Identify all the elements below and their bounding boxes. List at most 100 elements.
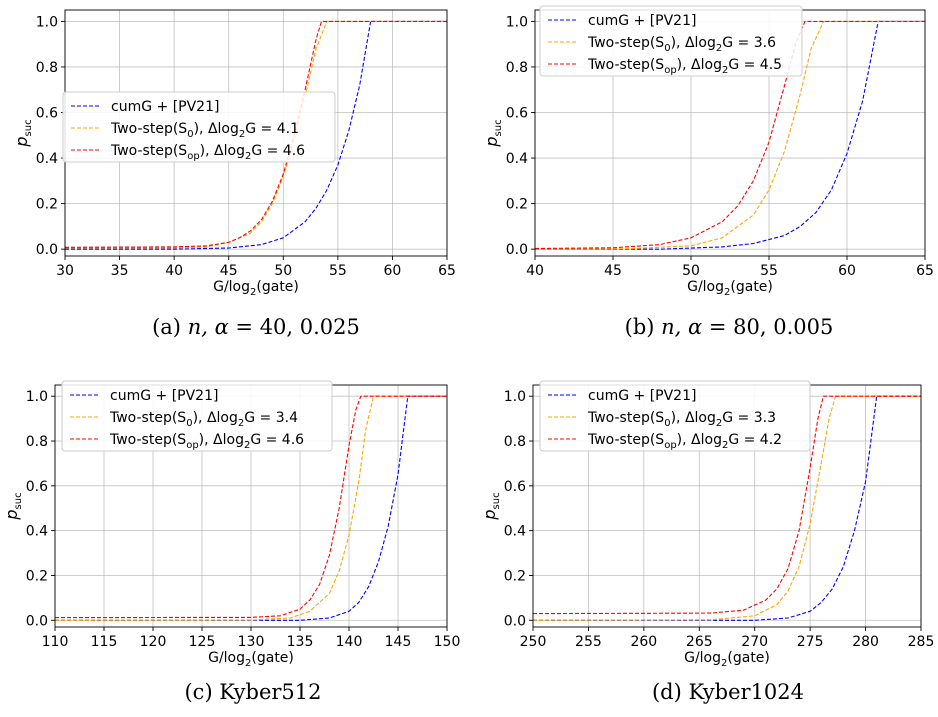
legend-entry-0: cumG + [PV21] — [588, 388, 696, 404]
x-axis-label: G/log2(gate) — [687, 279, 773, 298]
legend-box — [539, 380, 811, 452]
x-tick-label: 60 — [838, 263, 856, 279]
legend-box — [61, 380, 333, 452]
x-tick-label: 140 — [336, 634, 363, 650]
x-tick-label: 120 — [140, 634, 167, 650]
y-tick-label: 0.8 — [36, 60, 58, 76]
series-line-1 — [533, 395, 921, 621]
x-tick-label: 280 — [852, 634, 879, 650]
legend-entry-2: Two-step(Sop), Δlog2G = 4.2 — [587, 432, 782, 451]
x-tick-label: 45 — [604, 263, 622, 279]
x-tick-label: 130 — [238, 634, 265, 650]
series-line-2 — [533, 395, 921, 615]
x-axis-label: G/log2(gate) — [213, 279, 299, 298]
chart-panel-3: 250 255 260 265 270 275 280 285 0.0 0.2 0.4 0.6 0.8 1… — [480, 380, 935, 704]
x-tick-label: 60 — [384, 263, 402, 279]
x-tick-label: 285 — [908, 634, 935, 650]
x-tick-label: 55 — [329, 263, 347, 279]
x-tick-label: 135 — [287, 634, 314, 650]
legend: cumG + [PV21] Two-step(S0), Δlog2G = 3.3 T… — [539, 380, 811, 452]
x-tick-label: 50 — [274, 263, 292, 279]
y-tick-label: 0.2 — [506, 197, 528, 213]
y-tick-label: 0.0 — [36, 242, 58, 258]
series-line-2 — [55, 395, 447, 619]
x-tick-label: 150 — [434, 634, 461, 650]
legend-entry-0: cumG + [PV21] — [110, 388, 218, 404]
y-tick-label: 0.8 — [506, 60, 528, 76]
legend-entry-1: Two-step(S0), Δlog2G = 3.6 — [587, 35, 776, 54]
x-tick-label: 35 — [111, 263, 129, 279]
series-group — [65, 20, 447, 250]
x-tick-label: 260 — [630, 634, 657, 650]
y-axis-label: psuc — [2, 492, 24, 520]
x-tick-label: 250 — [520, 634, 547, 650]
y-tick-label: 1.0 — [504, 389, 526, 405]
x-tick-label: 65 — [438, 263, 456, 279]
y-tick-label: 0.2 — [504, 568, 526, 584]
y-tick-label: 0.8 — [504, 434, 526, 450]
y-tick-label: 0.6 — [504, 479, 526, 495]
series-line-1 — [535, 20, 925, 250]
y-tick-label: 0.4 — [504, 524, 526, 540]
x-tick-label: 265 — [686, 634, 713, 650]
y-tick-label: 0.0 — [504, 613, 526, 629]
y-tick-label: 0.4 — [26, 524, 48, 540]
x-tick-label: 275 — [797, 634, 824, 650]
y-tick-label: 1.0 — [506, 14, 528, 30]
x-tick-label: 145 — [385, 634, 412, 650]
x-tick-label: 45 — [220, 263, 238, 279]
series-line-0 — [65, 20, 447, 250]
legend-entry-2: Two-step(Sop), Δlog2G = 4.5 — [587, 57, 782, 76]
legend: cumG + [PV21] Two-step(S0), Δlog2G = 4.1 T… — [62, 91, 336, 163]
y-tick-label: 1.0 — [26, 389, 48, 405]
x-axis-label: G/log2(gate) — [684, 650, 770, 669]
x-tick-label: 270 — [741, 634, 768, 650]
legend-entry-0: cumG + [PV21] — [111, 99, 219, 115]
y-tick-label: 0.6 — [36, 106, 58, 122]
x-tick-label: 110 — [42, 634, 69, 650]
legend-box — [62, 91, 336, 163]
series-line-2 — [65, 20, 447, 248]
series-line-1 — [65, 20, 447, 249]
y-tick-label: 1.0 — [36, 14, 58, 30]
subfigure-caption: (d) Kyber1024 — [652, 680, 804, 704]
chart-panel-1: 40 45 50 55 60 65 0.0 0.2 0.4 0.6 0.8 1.0 G/log2(gat… — [482, 5, 934, 339]
legend-entry-1: Two-step(S0), Δlog2G = 3.3 — [587, 410, 776, 429]
y-tick-label: 0.4 — [506, 151, 528, 167]
y-tick-label: 0.8 — [26, 434, 48, 450]
x-axis-label: G/log2(gate) — [208, 650, 294, 669]
x-tick-label: 40 — [165, 263, 183, 279]
y-tick-label: 0.4 — [36, 151, 58, 167]
y-axis-label: psuc — [480, 492, 502, 520]
y-tick-label: 0.0 — [26, 613, 48, 629]
legend-entry-1: Two-step(S0), Δlog2G = 4.1 — [110, 121, 299, 140]
y-axis-label: psuc — [12, 119, 34, 147]
x-tick-label: 30 — [56, 263, 74, 279]
series-line-0 — [535, 20, 925, 250]
y-tick-label: 0.0 — [506, 242, 528, 258]
y-axis-label: psuc — [482, 119, 504, 147]
legend: cumG + [PV21] Two-step(S0), Δlog2G = 3.6 T… — [539, 5, 803, 77]
legend-box — [539, 5, 803, 77]
x-tick-label: 115 — [91, 634, 118, 650]
subfigure-caption: (c) Kyber512 — [184, 680, 321, 704]
x-tick-label: 65 — [916, 263, 934, 279]
series-line-0 — [55, 395, 447, 621]
y-tick-label: 0.2 — [36, 197, 58, 213]
subfigure-caption: (a) n, α = 40, 0.025 — [152, 315, 360, 339]
chart-panel-0: 30 35 40 45 50 55 60 65 0.0 0.2 0.4 0.6 0.8 1.0 G/log2… — [12, 9, 456, 339]
x-tick-label: 125 — [189, 634, 216, 650]
x-tick-label: 40 — [526, 263, 544, 279]
y-tick-label: 0.6 — [506, 106, 528, 122]
legend-entry-0: cumG + [PV21] — [588, 13, 696, 29]
series-group — [55, 395, 447, 621]
series-group — [533, 395, 921, 621]
x-tick-label: 255 — [575, 634, 602, 650]
y-tick-label: 0.2 — [26, 568, 48, 584]
x-tick-label: 55 — [760, 263, 778, 279]
legend-entry-2: Two-step(Sop), Δlog2G = 4.6 — [109, 432, 304, 451]
series-line-1 — [55, 395, 447, 621]
y-tick-label: 0.6 — [26, 479, 48, 495]
legend-entry-1: Two-step(S0), Δlog2G = 3.4 — [109, 410, 298, 429]
